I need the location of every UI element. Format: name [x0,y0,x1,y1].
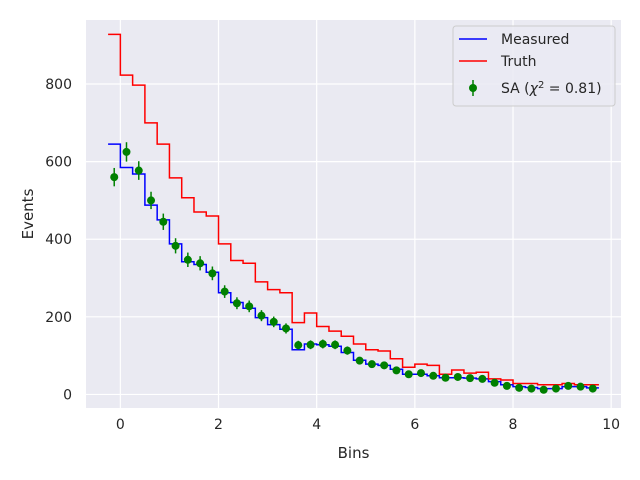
data-point [466,374,475,383]
y-tick-label: 800 [45,77,72,93]
data-point [416,369,425,378]
data-point [355,356,364,365]
data-point [392,366,401,375]
y-axis-label: Events [19,188,37,239]
y-tick-label: 200 [45,310,72,326]
data-point [478,374,487,383]
data-point [257,311,266,320]
data-point [515,383,524,392]
data-point [502,381,511,390]
data-point [306,340,315,349]
y-tick-label: 0 [63,387,72,403]
data-point [232,299,241,308]
data-point [490,378,499,387]
data-point [245,302,254,311]
data-point [404,370,413,379]
data-point [331,340,340,349]
legend-swatch-sa-marker [469,84,477,92]
data-point [183,255,192,264]
x-tick-label: 0 [116,417,125,433]
data-point [147,196,156,205]
data-point [122,147,131,156]
data-point [551,384,560,393]
data-point [380,361,389,370]
legend-label-truth: Truth [500,54,537,70]
data-point [453,372,462,381]
legend-label-sa: SA (χ2 = 0.81) [501,80,602,98]
x-tick-label: 10 [602,417,620,433]
y-tick-label: 400 [45,232,72,248]
data-point [134,166,143,175]
series-layer [108,33,599,394]
data-point [208,269,217,278]
data-point [367,360,376,369]
legend-label-measured: Measured [501,32,569,48]
series-line-truth [108,33,599,386]
data-point [539,385,548,394]
x-axis-label: Bins [338,444,370,462]
data-point [441,373,450,382]
data-point [588,384,597,393]
data-point [159,217,168,226]
data-point [527,384,536,393]
legend-box [452,25,616,107]
data-point [196,259,205,268]
data-point [564,381,573,390]
y-tick-label: 600 [45,155,72,171]
x-tick-label: 4 [312,417,321,433]
data-point [576,382,585,391]
data-point [220,287,229,296]
x-tick-label: 6 [410,417,419,433]
ticks: 0 2 4 6 8 10 0 200 400 600 800 [45,77,620,433]
data-point [269,317,278,326]
data-point [282,324,291,333]
x-tick-label: 8 [509,417,518,433]
data-point [171,241,180,250]
data-point [294,341,303,350]
x-tick-label: 2 [214,417,223,433]
legend: Measured Truth SA (χ2 = 0.81) [452,25,616,107]
data-point [429,371,438,380]
data-point [343,346,352,355]
data-point [318,339,327,348]
data-point [110,173,119,182]
